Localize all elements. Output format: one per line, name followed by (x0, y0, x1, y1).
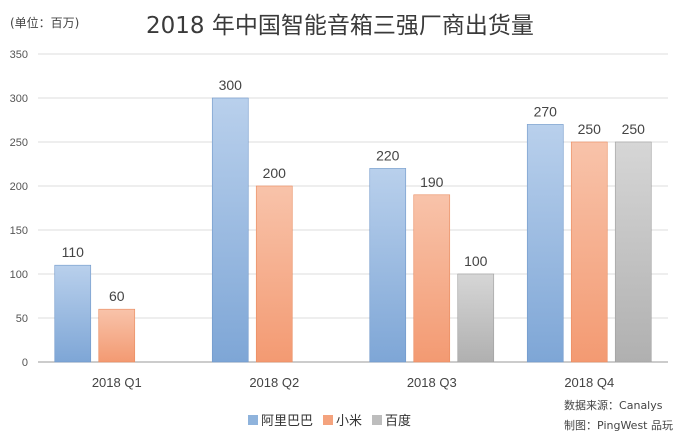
legend-label-alibaba: 阿里巴巴 (261, 414, 314, 429)
x-tick-label: 2018 Q1 (92, 375, 142, 390)
bar (54, 264, 92, 363)
legend-item-alibaba: 阿里巴巴 (248, 410, 313, 429)
bar (255, 185, 293, 363)
legend-item-xiaomi: 小米 (323, 410, 362, 429)
data-label: 270 (534, 103, 558, 119)
data-label: 60 (109, 288, 125, 304)
x-tick-label: 2018 Q3 (407, 375, 457, 390)
y-tick-label: 50 (16, 313, 28, 325)
unit-label: (单位：百万) (10, 16, 80, 30)
y-tick-label: 0 (22, 357, 28, 369)
legend-swatch-baidu (372, 414, 383, 425)
bar (369, 168, 407, 363)
data-label: 300 (219, 77, 243, 93)
data-label: 220 (376, 147, 400, 163)
y-tick-label: 150 (10, 225, 28, 237)
y-tick-label: 200 (10, 181, 28, 193)
source-note: 数据来源：Canalys 制图：PingWest 品玩 (564, 396, 673, 436)
x-tick-label: 2018 Q2 (249, 375, 299, 390)
bar (457, 273, 495, 363)
data-label: 250 (578, 121, 602, 137)
chart-title: 2018 年中国智能音箱三强厂商出货量 (146, 13, 534, 39)
data-label: 110 (62, 244, 85, 260)
bar (413, 194, 451, 363)
data-label: 190 (420, 174, 444, 190)
bar (570, 141, 608, 363)
legend-item-baidu: 百度 (372, 410, 411, 429)
legend-label-xiaomi: 小米 (336, 414, 363, 429)
chart-legend: 阿里巴巴 小米 百度 (248, 410, 411, 429)
x-tick-label: 2018 Q4 (564, 375, 614, 390)
data-label: 200 (263, 165, 287, 181)
credit-line: 制图：PingWest 品玩 (564, 419, 673, 432)
bar (614, 141, 652, 363)
legend-label-baidu: 百度 (385, 414, 412, 429)
y-tick-label: 100 (10, 269, 28, 281)
y-tick-label: 250 (10, 137, 28, 149)
bar (211, 97, 249, 363)
legend-swatch-xiaomi (323, 414, 334, 425)
bar (526, 124, 564, 363)
data-label: 100 (464, 253, 488, 269)
y-tick-label: 300 (10, 93, 28, 105)
bar (98, 308, 136, 363)
data-label: 250 (622, 121, 646, 137)
y-tick-label: 350 (10, 49, 28, 61)
legend-swatch-alibaba (248, 414, 258, 425)
source-line: 数据来源：Canalys (564, 399, 663, 412)
